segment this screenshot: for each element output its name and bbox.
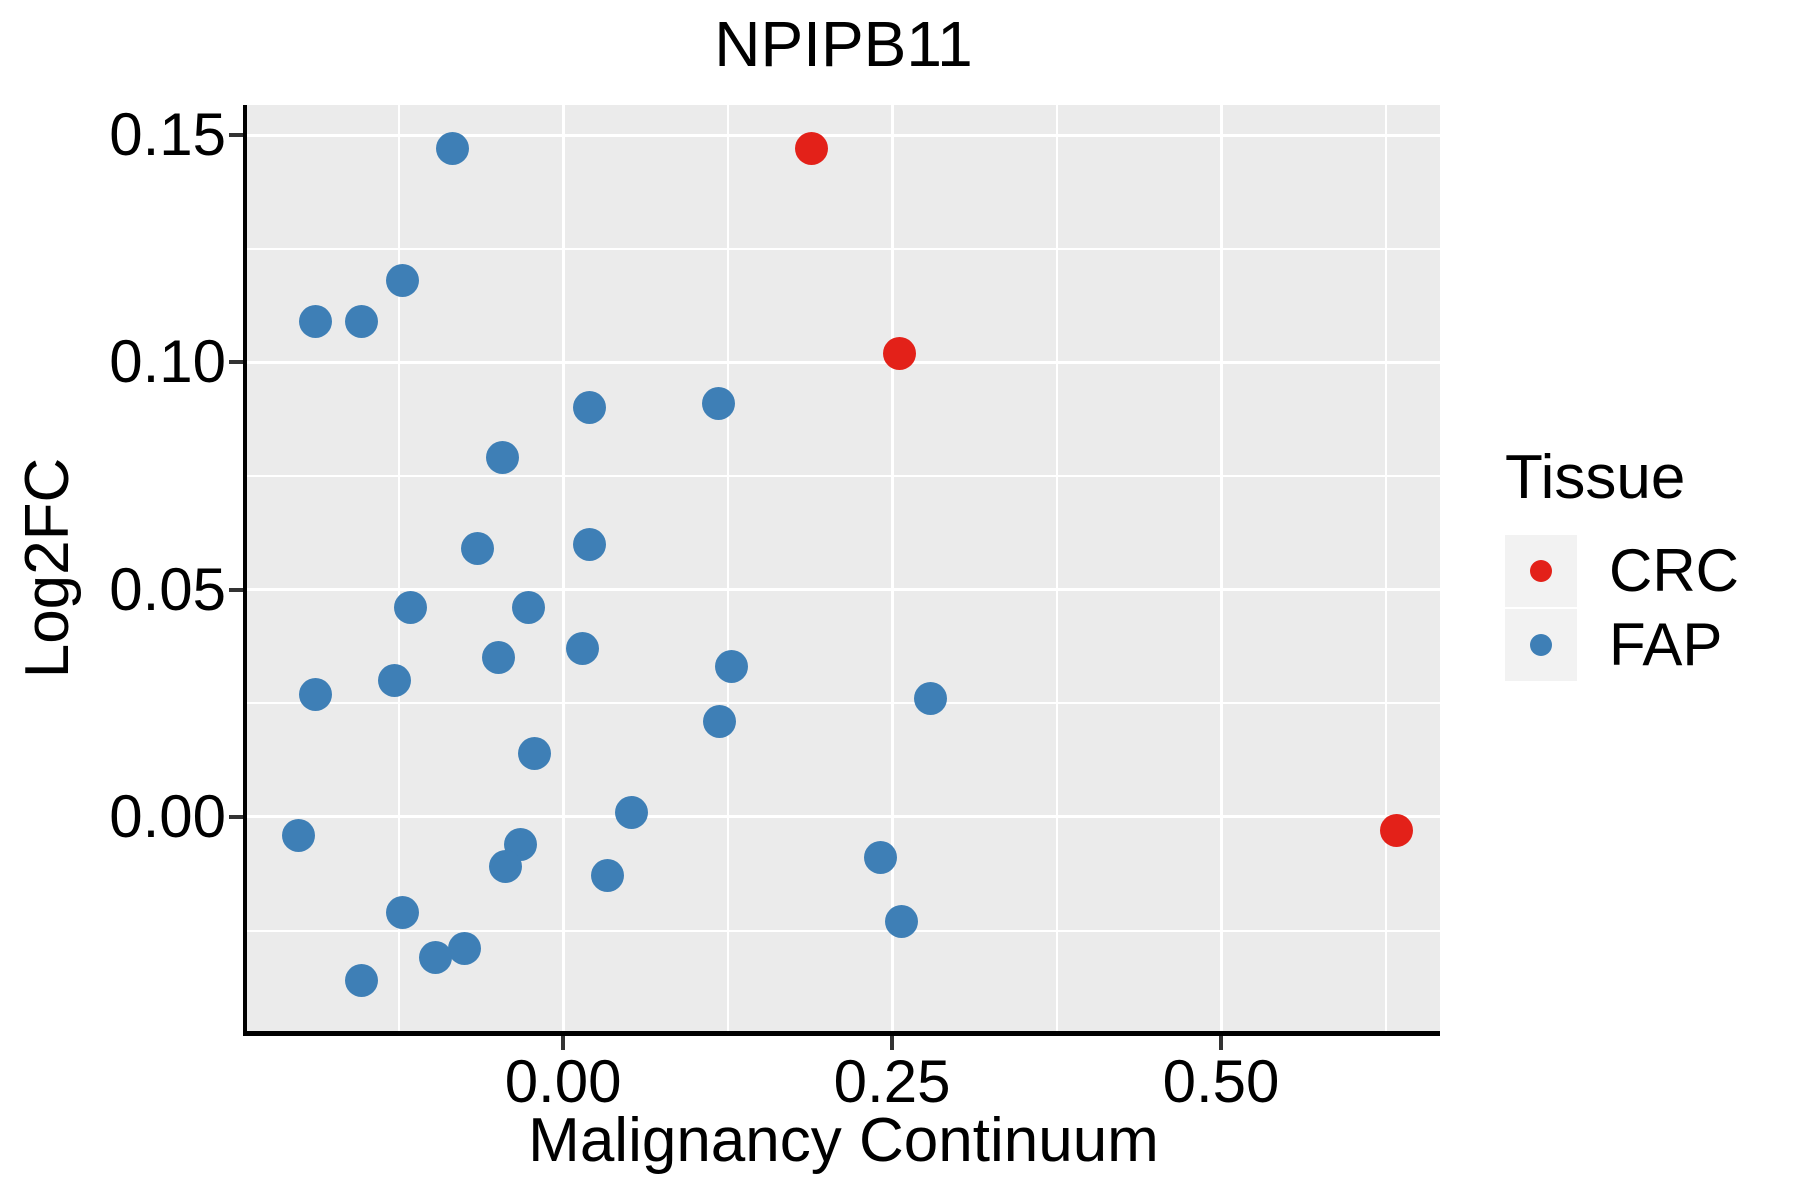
legend-key <box>1505 609 1577 681</box>
chart-title: NPIPB11 <box>714 8 973 80</box>
legend-entry-label: CRC <box>1609 537 1739 604</box>
data-point-fap <box>418 941 452 975</box>
fap-dot-icon <box>1530 634 1552 656</box>
data-point-fap <box>884 904 918 938</box>
data-point-fap <box>378 664 412 697</box>
data-point-fap <box>572 527 606 561</box>
data-point-fap <box>345 304 379 338</box>
x-axis-title: Malignancy Continuum <box>528 1106 1159 1175</box>
x-tick <box>1219 1036 1224 1050</box>
data-point-fap <box>913 682 947 716</box>
h-gridline-minor <box>247 702 1440 705</box>
y-tick <box>229 814 243 819</box>
data-point-fap <box>572 391 606 425</box>
x-tick-label: 0.00 <box>504 1048 622 1115</box>
data-point-fap <box>482 641 516 675</box>
data-point-fap <box>393 591 427 625</box>
h-gridline-minor <box>247 474 1440 477</box>
x-tick <box>561 1036 566 1050</box>
legend-entry-crc: CRC <box>1505 535 1739 607</box>
y-tick-label: 0.05 <box>109 555 226 623</box>
v-gridline-major <box>1219 105 1223 1031</box>
h-gridline-major <box>247 815 1440 819</box>
h-gridline-major <box>247 133 1440 137</box>
data-point-fap <box>591 859 625 893</box>
data-point-fap <box>299 677 333 711</box>
legend-title: Tissue <box>1505 443 1686 512</box>
data-point-fap <box>512 591 546 625</box>
legend-entry-fap: FAP <box>1505 609 1739 681</box>
x-tick <box>890 1036 895 1050</box>
legend-key <box>1505 535 1577 607</box>
data-point-fap <box>447 932 481 966</box>
y-tick-label: 0.15 <box>109 101 226 168</box>
data-point-fap <box>701 386 735 420</box>
data-point-fap <box>517 736 551 770</box>
v-gridline-minor <box>397 105 400 1031</box>
h-gridline-major <box>247 588 1440 592</box>
y-tick <box>229 133 243 137</box>
legend: Tissue CRC FAP <box>1505 445 1739 683</box>
data-point-fap <box>863 841 897 875</box>
y-tick <box>229 360 243 365</box>
h-gridline-minor <box>247 929 1440 932</box>
data-point-fap <box>299 304 333 338</box>
x-axis-line <box>243 1031 1440 1036</box>
data-point-crc <box>883 336 917 370</box>
data-point-fap <box>461 532 495 566</box>
y-tick <box>229 587 243 592</box>
v-gridline-minor <box>1055 105 1058 1031</box>
plot-panel <box>247 105 1440 1031</box>
legend-entry-label: FAP <box>1609 611 1723 678</box>
data-point-fap <box>345 964 379 998</box>
y-tick-label: 0.10 <box>109 328 226 396</box>
data-point-fap <box>282 818 316 852</box>
data-point-fap <box>486 441 520 475</box>
data-point-fap <box>488 850 522 884</box>
v-gridline-minor <box>726 105 729 1031</box>
data-point-fap <box>386 263 420 297</box>
data-point-fap <box>566 632 600 666</box>
v-gridline-major <box>561 105 565 1031</box>
y-axis-line <box>243 105 247 1036</box>
data-point-crc <box>1379 814 1413 848</box>
data-point-fap <box>615 795 648 829</box>
data-point-fap <box>703 704 737 738</box>
data-point-crc <box>795 132 829 166</box>
v-gridline-major <box>890 105 894 1031</box>
h-gridline-major <box>247 360 1440 364</box>
data-point-fap <box>436 132 470 166</box>
crc-dot-icon <box>1530 560 1552 582</box>
legend-entries: CRC FAP <box>1505 535 1739 681</box>
x-tick-label: 0.25 <box>833 1048 951 1115</box>
data-point-fap <box>715 650 749 684</box>
h-gridline-minor <box>247 247 1440 250</box>
v-gridline-minor <box>1384 105 1387 1031</box>
data-point-fap <box>386 895 420 929</box>
x-tick-label: 0.50 <box>1162 1048 1280 1115</box>
y-tick-label: 0.00 <box>109 782 226 850</box>
